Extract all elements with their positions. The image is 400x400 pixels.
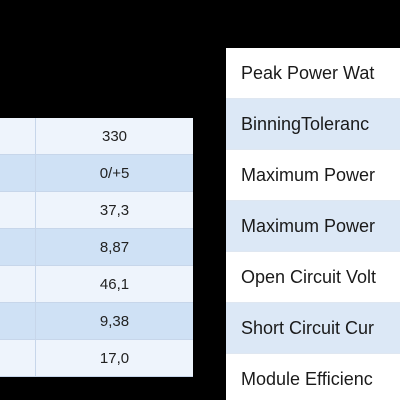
table-row: 37,3 — [0, 192, 193, 229]
labels-panel: Peak Power Wat BinningToleranc Maximum Pow… — [226, 48, 400, 400]
table-row: 8,87 — [0, 229, 193, 266]
label-row: Open Circuit Volt — [226, 252, 400, 303]
label-row: Short Circuit Cur — [226, 303, 400, 354]
table-row: 330 — [0, 118, 193, 155]
value-cell: 0/+5 — [99, 164, 130, 182]
value-cell: 8,87 — [99, 238, 130, 256]
value-cell: 17,0 — [99, 349, 130, 367]
table-cell — [0, 340, 36, 376]
table-cell — [0, 192, 36, 228]
table-cell — [0, 229, 36, 265]
label-row: Peak Power Wat — [226, 48, 400, 99]
table-cell — [0, 303, 36, 339]
label-row: BinningToleranc — [226, 99, 400, 150]
value-cell: 9,38 — [99, 312, 130, 330]
table-row: 46,1 — [0, 266, 193, 303]
table-row: 9,38 — [0, 303, 193, 340]
table-cell — [0, 118, 36, 154]
values-table: 330 0/+5 37,3 8,87 46,1 9,38 17,0 — [0, 118, 193, 377]
table-cell — [0, 266, 36, 302]
table-cell — [0, 155, 36, 191]
label-row: Module Efficienc — [226, 354, 400, 400]
label-row: Maximum Power — [226, 201, 400, 252]
label-row: Maximum Power — [226, 150, 400, 201]
table-row: 17,0 — [0, 340, 193, 377]
value-cell: 46,1 — [99, 275, 130, 293]
value-cell: 37,3 — [99, 201, 130, 219]
value-cell: 330 — [101, 127, 128, 145]
table-row: 0/+5 — [0, 155, 193, 192]
